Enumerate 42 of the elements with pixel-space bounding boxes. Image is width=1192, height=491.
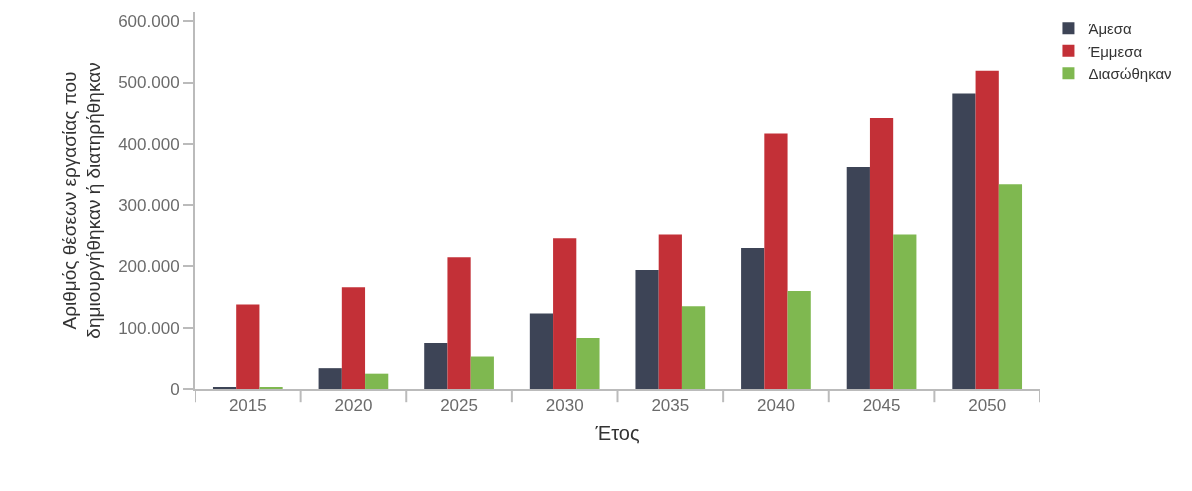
bar [869,118,894,389]
y-tick-label: 0 [170,379,180,399]
bar [447,257,471,389]
bar [998,184,1023,389]
bar [658,234,682,389]
x-tick-label: 2035 [651,396,690,416]
x-tick-label: 2025 [440,396,478,416]
legend-label: Έμμεσα [1087,42,1143,60]
bar [529,313,554,389]
y-tick-label: 200.000 [118,257,180,277]
bar [952,93,976,389]
x-axis-title: Έτος [594,422,640,445]
y-tick-label: 500.000 [118,73,180,93]
bar [846,167,870,389]
x-tick-label: 2050 [968,396,1007,416]
x-tick-label: 2040 [757,396,795,416]
x-tick-label: 2045 [862,396,901,416]
bar [318,368,342,389]
y-tick-label: 600.000 [118,12,180,32]
bar [681,306,706,389]
bar [576,338,600,389]
x-tick-label: 2030 [545,396,584,416]
x-tick-label: 2020 [334,396,373,416]
bar [893,234,917,389]
y-tick-label: 300.000 [118,196,180,216]
bar [470,356,494,389]
bar [975,70,999,389]
x-tick-label: 2015 [228,396,267,416]
y-axis-title: Αριθμός θέσεων εργασίας που δημιουργήθηκαν ή διατηρήθηκαν [58,62,105,339]
bar [236,304,260,389]
legend-label: Άμεσα [1088,20,1133,38]
y-tick-label: 100.000 [118,318,180,338]
bar [764,133,788,389]
bar [787,290,811,389]
bar [424,343,448,389]
bar [553,238,577,389]
legend-label: Διασώθηκαν [1088,65,1172,83]
bar [365,373,389,389]
bar [341,287,366,389]
bar [635,270,659,389]
bar [741,248,765,389]
y-tick-label: 400.000 [118,134,180,154]
